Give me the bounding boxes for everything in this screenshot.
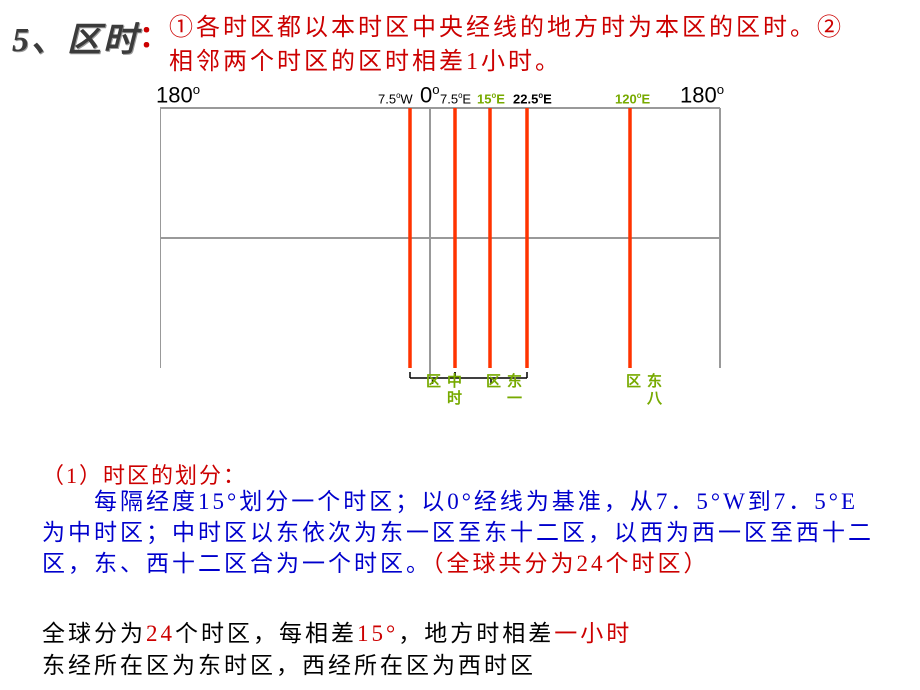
meridian-label: 180o [680, 82, 724, 108]
meridian-label: 180o [156, 82, 200, 108]
paragraph-timezone-division: 每隔经度15°划分一个时区；以0°经线为基准，从7．5°W到7．5°E为中时区；… [42, 486, 882, 579]
zone-label: 中时区 [422, 373, 464, 408]
timezone-diagram: 180o180o0o7.5oW7.5oE15oE22.5oE120oE中时区东一… [160, 88, 740, 408]
title-number: 5、区时 [12, 12, 139, 61]
zone-label: 东一区 [482, 373, 524, 408]
meridian-label: 7.5oW [378, 91, 413, 106]
meridian-label: 0o [420, 82, 440, 108]
paragraph-summary-1: 全球分为24个时区，每相差15°，地方时相差一小时 [42, 618, 632, 649]
zone-label: 东八区 [622, 373, 664, 408]
meridian-label: 7.5oE [440, 91, 471, 106]
meridian-label: 15oE [477, 91, 505, 106]
meridian-label: 22.5oE [513, 91, 552, 106]
meridian-label: 120oE [615, 91, 650, 106]
title-row: 5、区时 ： ①各时区都以本时区中央经线的地方时为本区的区时。②相邻两个时区的区… [12, 12, 869, 79]
title-body: ①各时区都以本时区中央经线的地方时为本区的区时。②相邻两个时区的区时相差1小时。 [169, 12, 869, 79]
title-colon: ： [139, 12, 169, 56]
paragraph-summary-2: 东经所在区为东时区，西经所在区为西时区 [42, 650, 536, 681]
